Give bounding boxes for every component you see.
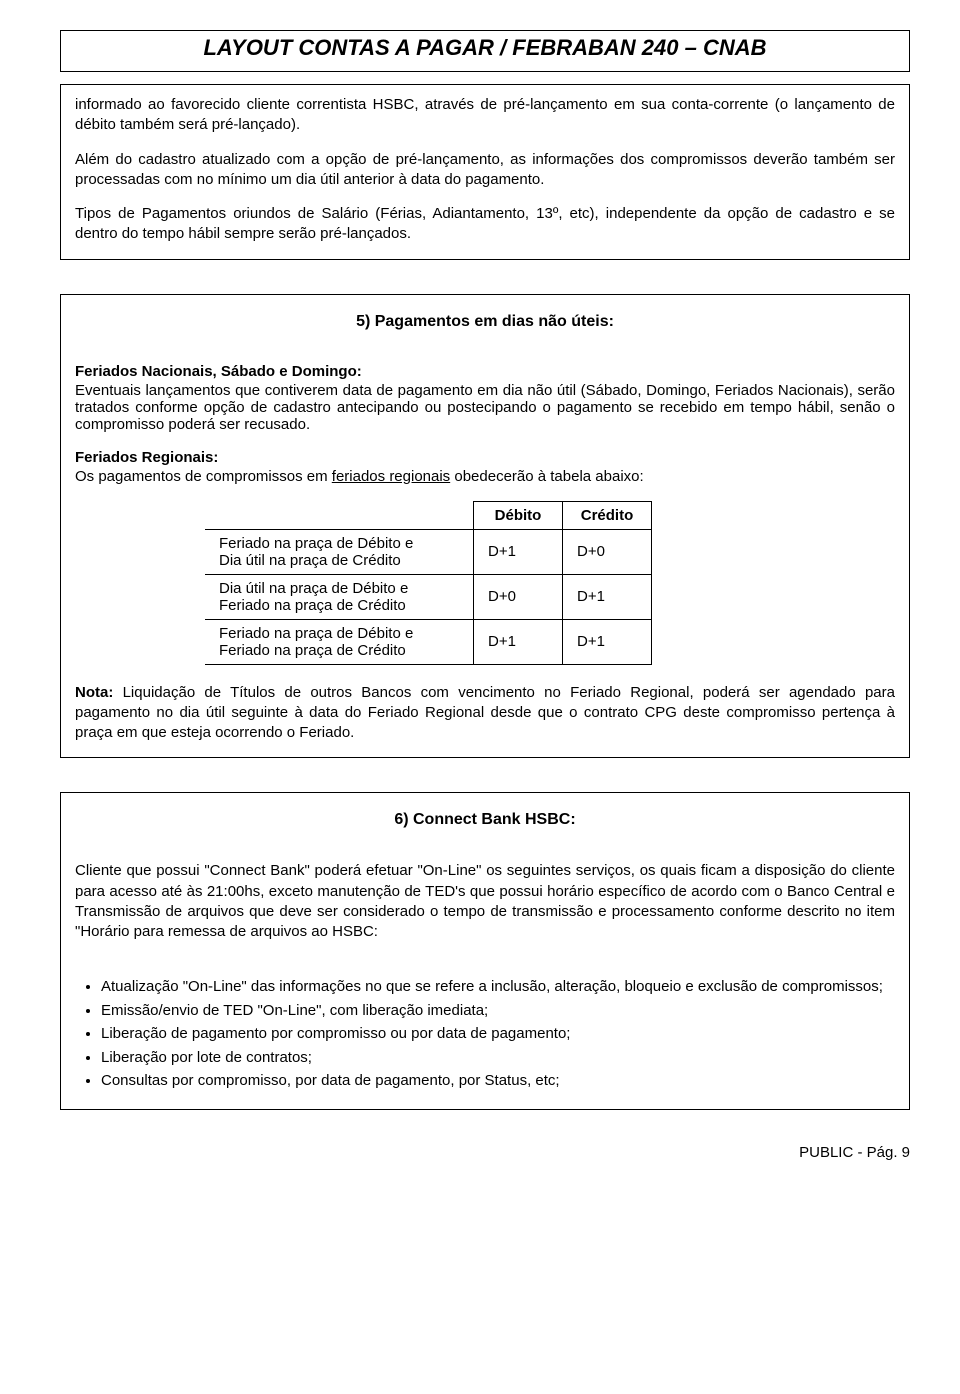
list-item: Atualização "On-Line" das informações no…	[101, 977, 895, 997]
table-cell: D+1	[474, 619, 563, 664]
table-cell: D+1	[563, 574, 652, 619]
text: Feriado na praça de Crédito	[219, 642, 406, 659]
table-cell-desc: Dia útil na praça de Débito e Feriado na…	[205, 574, 474, 619]
section-heading: 6) Connect Bank HSBC:	[75, 803, 895, 861]
subheading: Feriados Regionais:	[75, 449, 895, 466]
text: obedecerão à tabela abaixo:	[450, 468, 643, 485]
text: Feriado na praça de Débito e	[219, 535, 413, 552]
text: Feriado na praça de Crédito	[219, 597, 406, 614]
table-row: Dia útil na praça de Débito e Feriado na…	[205, 574, 652, 619]
note-text: Liquidação de Títulos de outros Bancos c…	[75, 684, 895, 742]
list-item: Liberação de pagamento por compromisso o…	[101, 1024, 895, 1044]
table-cell-empty	[205, 501, 474, 529]
text: Os pagamentos de compromissos em	[75, 468, 332, 485]
paragraph: Cliente que possui "Connect Bank" poderá…	[75, 861, 895, 942]
table-cell: D+1	[474, 529, 563, 574]
list-item: Emissão/envio de TED "On-Line", com libe…	[101, 1001, 895, 1021]
subheading: Feriados Nacionais, Sábado e Domingo:	[75, 363, 895, 380]
box-section-6: 6) Connect Bank HSBC: Cliente que possui…	[60, 792, 910, 1110]
table-cell: D+0	[474, 574, 563, 619]
table-header: Crédito	[563, 501, 652, 529]
box-section-5: 5) Pagamentos em dias não úteis: Feriado…	[60, 294, 910, 759]
table-cell: D+1	[563, 619, 652, 664]
box-prev-continuation: informado ao favorecido cliente correnti…	[60, 84, 910, 260]
note-label: Nota:	[75, 684, 113, 701]
bullet-list: Atualização "On-Line" das informações no…	[75, 977, 895, 1091]
paragraph: Eventuais lançamentos que contiverem dat…	[75, 382, 895, 433]
section-heading: 5) Pagamentos em dias não úteis:	[75, 305, 895, 363]
table-row: Feriado na praça de Débito e Dia útil na…	[205, 529, 652, 574]
paragraph: informado ao favorecido cliente correnti…	[75, 95, 895, 136]
table-cell: D+0	[563, 529, 652, 574]
paragraph: Tipos de Pagamentos oriundos de Salário …	[75, 204, 895, 245]
list-item: Liberação por lote de contratos;	[101, 1048, 895, 1068]
text: Feriado na praça de Débito e	[219, 625, 413, 642]
paragraph: Os pagamentos de compromissos em feriado…	[75, 468, 895, 485]
paragraph: Além do cadastro atualizado com a opção …	[75, 150, 895, 191]
text: Dia útil na praça de Débito e	[219, 580, 408, 597]
table-header: Débito	[474, 501, 563, 529]
table-cell-desc: Feriado na praça de Débito e Dia útil na…	[205, 529, 474, 574]
list-item: Consultas por compromisso, por data de p…	[101, 1071, 895, 1091]
text: Dia útil na praça de Crédito	[219, 552, 401, 569]
schedule-table: Débito Crédito Feriado na praça de Débit…	[205, 501, 652, 665]
text-underlined: feriados regionais	[332, 468, 450, 485]
page-title: LAYOUT CONTAS A PAGAR / FEBRABAN 240 – C…	[60, 30, 910, 72]
note: Nota: Liquidação de Títulos de outros Ba…	[75, 683, 895, 744]
table-cell-desc: Feriado na praça de Débito e Feriado na …	[205, 619, 474, 664]
table-row: Feriado na praça de Débito e Feriado na …	[205, 619, 652, 664]
page-footer: PUBLIC - Pág. 9	[60, 1144, 910, 1161]
